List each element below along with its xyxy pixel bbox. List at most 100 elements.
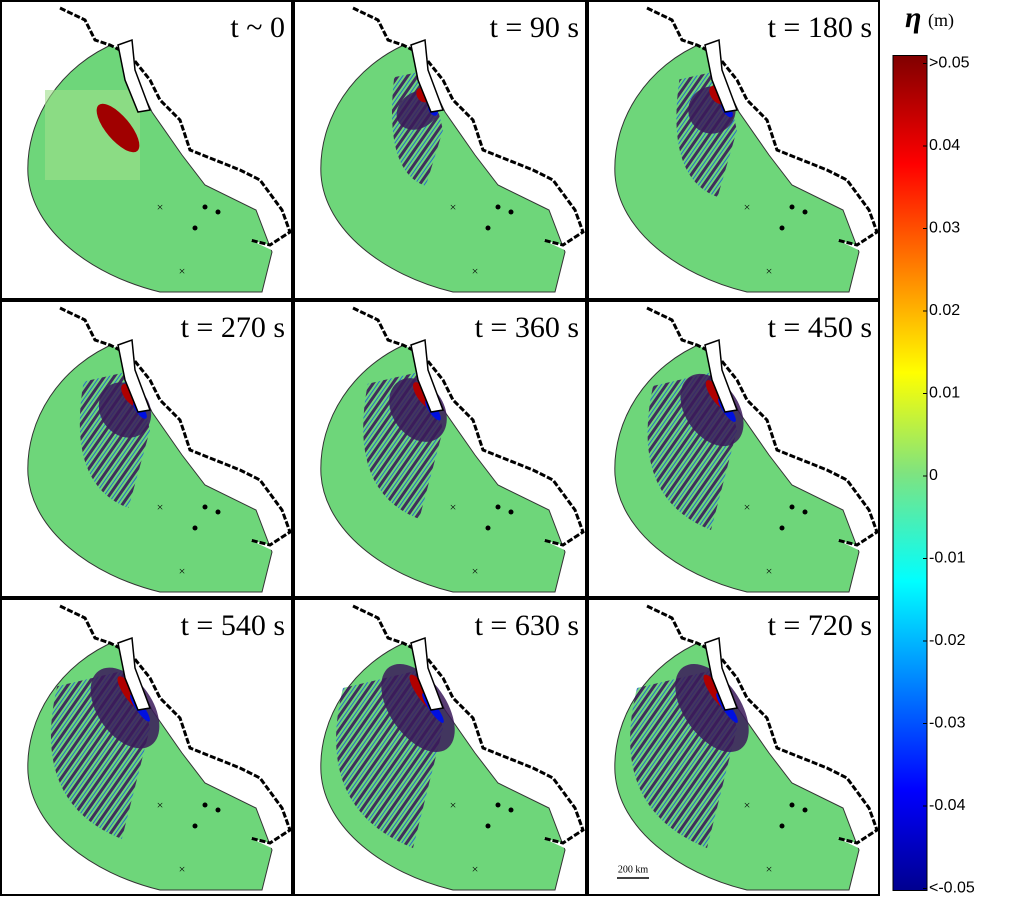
coastline: [59, 306, 292, 547]
station-dot: [202, 204, 208, 210]
station-cross: ×: [157, 200, 164, 214]
land: [647, 598, 880, 858]
eta-unit: (m): [928, 10, 954, 31]
time-label: t = 540 s: [181, 609, 285, 642]
station-cross: ×: [472, 264, 479, 278]
island: [117, 38, 152, 113]
time-label: t = 90 s: [490, 11, 579, 44]
station-cross: ×: [744, 798, 751, 812]
station-dot: [789, 504, 795, 510]
station-cross: ×: [744, 500, 751, 514]
station-dot: [202, 504, 208, 510]
station-cross: ×: [766, 264, 773, 278]
ocean-domain: [320, 41, 566, 293]
station-cross: ×: [744, 200, 751, 214]
colorbar-tick-label: 0.03: [929, 220, 960, 237]
coastline: [352, 604, 585, 845]
station-cross: ×: [450, 798, 457, 812]
station-dot: [779, 525, 785, 531]
station-dot: [779, 225, 785, 231]
panel-frame: [0, 598, 293, 896]
station-dot: [215, 807, 221, 813]
map-panel: × × t ~ 0: [0, 0, 293, 300]
time-label: t ~ 0: [230, 11, 285, 44]
station-dot: [802, 209, 808, 215]
colorbar-tick-label: -0.04: [929, 797, 966, 814]
wave-front: [381, 664, 455, 752]
coastline: [352, 306, 585, 547]
station-dot: [485, 525, 491, 531]
coastline: [646, 604, 879, 845]
land: [353, 300, 586, 560]
station-dot: [779, 823, 785, 829]
colorbar-tick-label: >0.05: [929, 55, 970, 72]
station-cross: ×: [157, 798, 164, 812]
map-panel: × × t = 180 s: [587, 0, 880, 300]
station-dot: [802, 509, 808, 515]
land: [60, 300, 293, 560]
colorbar-tick-label: 0.01: [929, 385, 960, 402]
station-cross: ×: [179, 862, 186, 876]
station-dot: [485, 823, 491, 829]
land: [353, 598, 586, 858]
eta-symbol: η: [905, 1, 921, 34]
map-panel: × × t = 450 s: [587, 300, 880, 598]
panel-frame: [587, 300, 880, 598]
map-panel: × × t = 720 s 200 km: [587, 598, 880, 896]
panel-frame: [0, 300, 293, 598]
land: [647, 0, 880, 260]
station-dot: [495, 204, 501, 210]
island: [704, 338, 739, 413]
island: [117, 636, 152, 711]
scale-bar-label: 200 km: [618, 864, 649, 875]
panel-frame: [0, 0, 293, 300]
coastline: [352, 6, 585, 247]
station-dot: [215, 509, 221, 515]
colorbar-tick-label: -0.02: [929, 632, 966, 649]
station-dot: [508, 509, 514, 515]
station-dot: [485, 225, 491, 231]
island: [410, 636, 445, 711]
land: [60, 0, 293, 260]
map-panel: × × t = 270 s: [0, 300, 293, 598]
island: [704, 38, 739, 113]
wave-front: [675, 664, 749, 752]
station-dot: [495, 504, 501, 510]
panel-frame: [293, 598, 587, 896]
station-cross: ×: [450, 500, 457, 514]
station-dot: [202, 802, 208, 808]
coastline: [646, 306, 879, 547]
colorbar-tick-label: -0.01: [929, 550, 966, 567]
island: [704, 636, 739, 711]
map-panel: × × t = 540 s: [0, 598, 293, 896]
time-label: t = 630 s: [475, 609, 579, 642]
time-label: t = 270 s: [181, 311, 285, 344]
map-panel: × × t = 360 s: [293, 300, 587, 598]
station-cross: ×: [179, 564, 186, 578]
time-label: t = 360 s: [475, 311, 579, 344]
colorbar-tick-label: <-0.05: [929, 880, 975, 896]
station-dot: [192, 225, 198, 231]
station-dot: [789, 802, 795, 808]
station-dot: [192, 823, 198, 829]
station-cross: ×: [179, 264, 186, 278]
station-dot: [192, 525, 198, 531]
panel-frame: [587, 0, 880, 300]
panel-frame: [293, 0, 587, 300]
map-panel: × × t = 630 s: [293, 598, 587, 896]
station-dot: [789, 204, 795, 210]
land: [647, 300, 880, 560]
map-panel: × × t = 90 s: [293, 0, 587, 300]
colorbar-tick-label: 0.04: [929, 137, 960, 154]
island: [410, 38, 445, 113]
station-cross: ×: [472, 862, 479, 876]
land: [353, 0, 586, 260]
coastline: [59, 6, 292, 247]
panel-frame: [293, 300, 587, 598]
coastline: [59, 604, 292, 845]
ocean-domain: [614, 41, 860, 293]
station-cross: ×: [472, 564, 479, 578]
colorbar-tick-label: 0.02: [929, 302, 960, 319]
station-dot: [215, 209, 221, 215]
